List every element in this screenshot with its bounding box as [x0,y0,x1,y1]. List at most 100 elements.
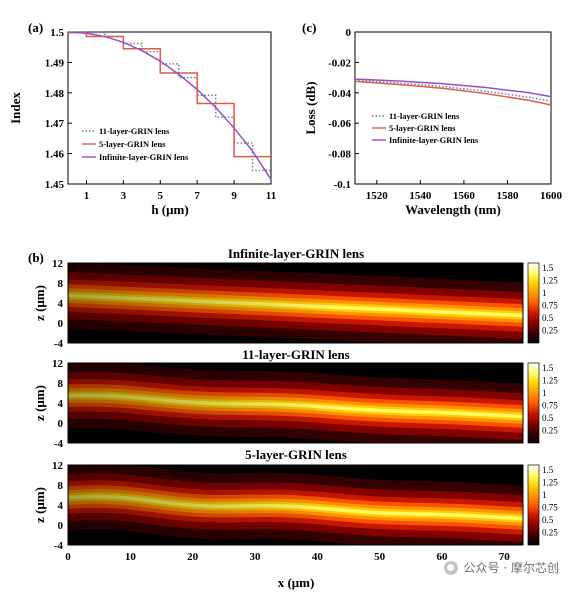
legend-label-infinite-layer: Infinite-layer-GRIN lens [389,135,479,145]
colorbar-0 [527,262,540,344]
series-line-infinite-layer-grin-lens [354,78,552,98]
heatmap-frame-1 [67,362,524,444]
heatmap-x-tick-label-4: 40 [312,551,324,563]
heatmap-x-tick-label-7: 70 [499,551,511,563]
legend-label-infinite-layer: Infinite-layer-GRIN lens [99,152,189,162]
heatmap-y-tick-label-1-3: 0 [58,418,64,430]
colorbar-tick-label-0-1: 1.25 [542,276,558,286]
beam-fade-1 [68,363,523,443]
y-tick-label-a-4: 1.49 [45,57,65,69]
heatmap-title-infinite: Infinite-layer-GRIN lens [228,246,364,261]
heatmap-y-tick-label-0-0: 12 [52,258,64,270]
x-tick-label-a-5: 11 [266,190,276,202]
chart-c-loss-vs-wavelength: 1520 1540 1560 1580 1600 0 -0.02 -0.04 -0.06 -0.0… [303,27,563,217]
colorbar-tick-label-2-3: 0.75 [542,503,558,513]
x-tick-label-c-1: 1540 [409,190,432,202]
x-axis-label-a: h (μm) [151,202,188,217]
colorbar-tick-label-0-2: 1 [542,288,547,298]
x-tick-label-a-1: 3 [121,190,127,202]
colorbar-tick-label-0-4: 0.5 [542,313,554,323]
heatmap-y-tick-label-1-2: 4 [58,398,64,410]
colorbar-tick-label-0-0: 1.5 [542,263,554,273]
plot-frame-c [354,31,552,185]
y-tick-label-a-2: 1.47 [45,118,65,130]
series-lines-c [354,78,552,106]
y-tick-label-a-3: 1.48 [45,88,65,100]
x-axis-label-c: Wavelength (nm) [405,202,501,217]
colorbar-tick-label-1-2: 1 [542,388,547,398]
colorbar-tick-label-1-5: 0.25 [542,426,558,436]
x-tick-label-a-3: 7 [194,190,200,202]
heatmap-title-5-layer: 5-layer-GRIN lens [245,447,347,462]
watermark-text: 公众号 · 摩尔芯创 [463,561,559,575]
colorbar-tick-label-2-4: 0.5 [542,515,554,525]
heatmap-x-tick-label-1: 10 [125,551,137,563]
heatmap-y-tick-label-2-3: 0 [58,520,64,532]
heatmap-y-axis-label-2: z (μm) [32,487,47,523]
heatmap-panel-1: 12 8 4 0 -4 z (μm) 1.5 1.25 1 0.75 0.5 0.25 [32,358,558,450]
x-tick-label-c-4: 1600 [540,190,563,202]
x-tick-label-a-2: 5 [158,190,164,202]
colorbar-tick-label-0-3: 0.75 [542,301,558,311]
heatmap-frame-0 [67,262,524,344]
heatmap-field-0 [68,263,523,343]
y-tick-label-a-5: 1.5 [50,27,64,39]
heatmap-x-tick-label-3: 30 [249,551,261,563]
heatmap-frame-2 [67,464,524,546]
y-tick-label-c-0: 0 [346,27,352,39]
heatmap-y-axis-label-0: z (μm) [32,285,47,321]
legend-label-11-layer: 11-layer-GRIN lens [389,111,460,121]
y-tick-label-a-1: 1.46 [45,149,65,161]
colorbar-tick-label-2-1: 1.25 [542,478,558,488]
heatmap-y-tick-label-2-4: -4 [54,540,64,552]
heatmap-x-tick-label-0: 0 [65,551,71,563]
y-axis-label-a: Index [8,92,23,124]
colorbar-1 [527,362,540,444]
legend-label-5-layer: 5-layer-GRIN lens [99,139,166,149]
heatmap-panel-2: 12 8 4 0 -4 z (μm) 1.5 1.25 1 0.75 0.5 0.25 [32,460,558,552]
colorbar-tick-label-1-4: 0.5 [542,413,554,423]
x-tick-label-c-2: 1560 [453,190,476,202]
beam-fade-2 [68,465,523,545]
y-tick-label-a-0: 1.45 [45,179,65,191]
colorbar-tick-label-2-2: 1 [542,490,547,500]
series-line-infinite-layer-grin-lens [67,31,272,180]
y-tick-label-c-2: -0.04 [328,88,351,100]
legend-label-5-layer: 5-layer-GRIN lens [389,123,456,133]
axis-ticks-c: 1520 1540 1560 1580 1600 0 -0.02 -0.04 -0.06 -0.0… [328,27,562,202]
x-tick-label-a-0: 1 [84,190,90,202]
x-axis-label-b: x (μm) [278,575,315,590]
heatmap-y-tick-label-0-4: -4 [54,338,64,350]
series-line-11-layer-grin-lens [68,31,271,172]
heatmap-y-tick-label-2-0: 12 [52,460,64,472]
colorbar-tick-label-2-5: 0.25 [542,528,558,538]
y-axis-label-c: Loss (dB) [303,81,318,134]
wechat-icon: ● [443,560,458,575]
y-tick-label-c-5: -0.1 [334,179,351,191]
chart-b-field-maps: Infinite-layer-GRIN lens 11-layer-GRIN l… [32,246,558,590]
series-line-5-layer-grin-lens [354,80,552,106]
colorbar-tick-label-1-0: 1.5 [542,363,554,373]
heatmap-y-tick-label-2-2: 4 [58,500,64,512]
beam-fade-0 [68,263,523,343]
x-tick-label-c-0: 1520 [366,190,389,202]
panel-label-a: (a) [28,20,43,35]
heatmap-x-tick-label-6: 60 [436,551,448,563]
panel-label-b: (b) [28,250,44,265]
y-tick-label-c-1: -0.02 [328,57,351,69]
colorbar-2 [527,464,540,546]
colorbar-tick-label-1-1: 1.25 [542,376,558,386]
colorbar-tick-label-2-0: 1.5 [542,465,554,475]
heatmap-y-tick-label-1-4: -4 [54,438,64,450]
x-tick-label-c-3: 1580 [496,190,519,202]
chart-a-index-profile: 1 3 5 7 9 11 1.45 1.46 1.47 1.48 1.49 1.5 h (μm) In… [8,27,276,217]
heatmap-y-tick-label-2-1: 8 [58,480,64,492]
series-lines-a [67,31,272,180]
panel-label-c: (c) [302,20,316,35]
heatmap-y-tick-label-0-2: 4 [58,298,64,310]
legend-label-11-layer: 11-layer-GRIN lens [99,126,170,136]
heatmap-x-tick-label-5: 50 [374,551,386,563]
heatmap-y-axis-label-1: z (μm) [32,385,47,421]
legend-a: 11-layer-GRIN lens 5-layer-GRIN lens Inf… [82,126,189,162]
